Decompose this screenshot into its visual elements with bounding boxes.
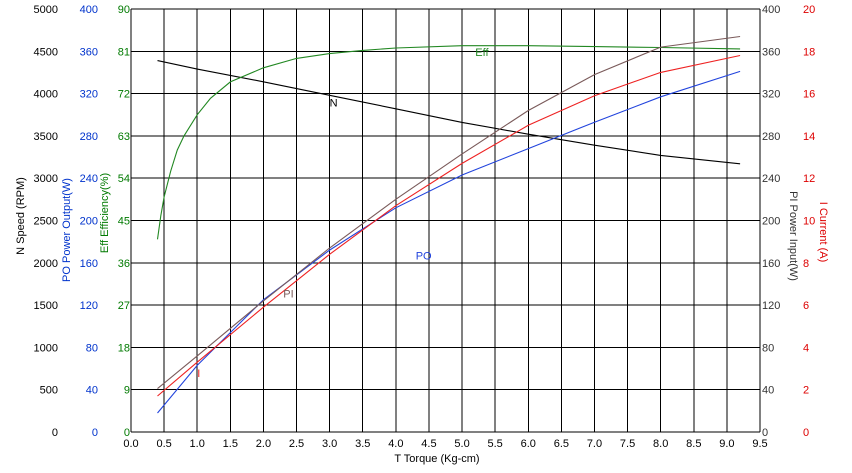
po-tick-label: 360	[80, 46, 98, 58]
eff-tick-label: 54	[118, 173, 130, 185]
eff-tick-label: 36	[118, 258, 130, 270]
speed-tick-label: 1500	[34, 300, 58, 312]
eff-tick-label: 63	[118, 131, 130, 143]
current-tick-label: 14	[803, 131, 815, 143]
po-tick-label: 320	[80, 89, 98, 101]
eff-tick-label: 18	[118, 342, 130, 354]
x-tick-label: 8.5	[686, 438, 701, 450]
series-label-i: I	[197, 368, 200, 380]
po-tick-label: 400	[80, 4, 98, 16]
speed-tick-label: 5000	[34, 4, 58, 16]
x-tick-label: 0.5	[156, 438, 171, 450]
x-tick-label: 3.5	[355, 438, 370, 450]
x-tick-label: 3.0	[322, 438, 337, 450]
x-tick-label: 5.0	[454, 438, 469, 450]
eff-tick-label: 81	[118, 46, 130, 58]
series-line-i	[157, 54, 741, 397]
speed-tick-label: 0	[52, 427, 58, 439]
speed-tick-label: 2500	[34, 216, 58, 228]
speed-tick-label: 2000	[34, 258, 58, 270]
eff-tick-label: 90	[118, 4, 130, 16]
pi-tick-label: 0	[762, 427, 768, 439]
pi-tick-label: 200	[762, 216, 780, 228]
current-tick-label: 12	[803, 173, 815, 185]
pi-tick-label: 80	[762, 342, 774, 354]
current-tick-label: 10	[803, 216, 815, 228]
po-axis-title: PO Power Output(W)	[61, 178, 73, 282]
current-tick-label: 20	[803, 4, 815, 16]
series-label-n: N	[330, 97, 338, 109]
x-tick-label: 1.5	[223, 438, 238, 450]
series-line-po	[157, 70, 741, 414]
pi-tick-label: 240	[762, 173, 780, 185]
x-tick-label: 2.0	[256, 438, 271, 450]
x-tick-label: 8.0	[653, 438, 668, 450]
x-tick-label: 7.5	[620, 438, 635, 450]
pi-tick-label: 400	[762, 4, 780, 16]
series-line-n	[157, 60, 741, 165]
po-tick-label: 80	[86, 342, 98, 354]
x-tick-label: 9.0	[719, 438, 734, 450]
x-tick-label: 7.0	[587, 438, 602, 450]
current-tick-label: 8	[803, 258, 809, 270]
eff-tick-label: 9	[124, 385, 130, 397]
series-label-po: PO	[416, 251, 432, 263]
eff-tick-label: 27	[118, 300, 130, 312]
series-labels: N PO Eff PI I	[197, 47, 489, 380]
y-axis-ticks: 0500100015002000250030003500400045005000…	[34, 4, 816, 439]
current-tick-label: 2	[803, 385, 809, 397]
current-axis-title: I Current (A)	[817, 202, 829, 263]
series-label-eff: Eff	[475, 47, 489, 59]
speed-tick-label: 500	[40, 385, 58, 397]
speed-tick-label: 1000	[34, 342, 58, 354]
eff-tick-label: 72	[118, 89, 130, 101]
x-tick-label: 2.5	[289, 438, 304, 450]
x-tick-label: 1.0	[190, 438, 205, 450]
eff-tick-label: 45	[118, 216, 130, 228]
x-tick-label: 0.0	[123, 438, 138, 450]
current-tick-label: 18	[803, 46, 815, 58]
grid	[130, 8, 761, 433]
series-line-eff	[156, 45, 741, 240]
current-tick-label: 6	[803, 300, 809, 312]
speed-tick-label: 3000	[34, 173, 58, 185]
po-tick-label: 120	[80, 300, 98, 312]
speed-axis-title: N Speed (RPM)	[15, 177, 27, 255]
series-line-pi	[157, 35, 741, 390]
speed-tick-label: 4000	[34, 89, 58, 101]
po-tick-label: 280	[80, 131, 98, 143]
pi-tick-label: 280	[762, 131, 780, 143]
pi-tick-label: 360	[762, 46, 780, 58]
pi-tick-label: 40	[762, 385, 774, 397]
speed-tick-label: 4500	[34, 46, 58, 58]
current-tick-label: 16	[803, 89, 815, 101]
x-axis-ticks: 0.0 0.5 1.0 1.5 2.0 2.5 3.0 3.5 4.0 4.5 5.0 5.5 6.0 6…	[123, 438, 767, 450]
current-tick-label: 4	[803, 342, 809, 354]
pi-axis-title: PI Power Input(W)	[787, 191, 799, 281]
x-tick-label: 4.5	[421, 438, 436, 450]
series-label-pi: PI	[283, 289, 293, 301]
po-tick-label: 40	[86, 385, 98, 397]
x-tick-label: 9.5	[752, 438, 767, 450]
x-tick-label: 4.0	[388, 438, 403, 450]
pi-tick-label: 120	[762, 300, 780, 312]
x-tick-label: 6.0	[521, 438, 536, 450]
series-lines	[156, 35, 741, 414]
x-tick-label: 6.5	[554, 438, 569, 450]
po-tick-label: 160	[80, 258, 98, 270]
eff-axis-title: Eff Efficiency(%)	[99, 173, 111, 253]
x-axis-title: T Torque (Kg-cm)	[394, 453, 479, 465]
po-tick-label: 240	[80, 173, 98, 185]
pi-tick-label: 320	[762, 89, 780, 101]
po-tick-label: 0	[92, 427, 98, 439]
current-tick-label: 0	[803, 427, 809, 439]
pi-tick-label: 160	[762, 258, 780, 270]
po-tick-label: 200	[80, 216, 98, 228]
eff-tick-label: 0	[124, 427, 130, 439]
x-tick-label: 5.5	[488, 438, 503, 450]
speed-tick-label: 3500	[34, 131, 58, 143]
